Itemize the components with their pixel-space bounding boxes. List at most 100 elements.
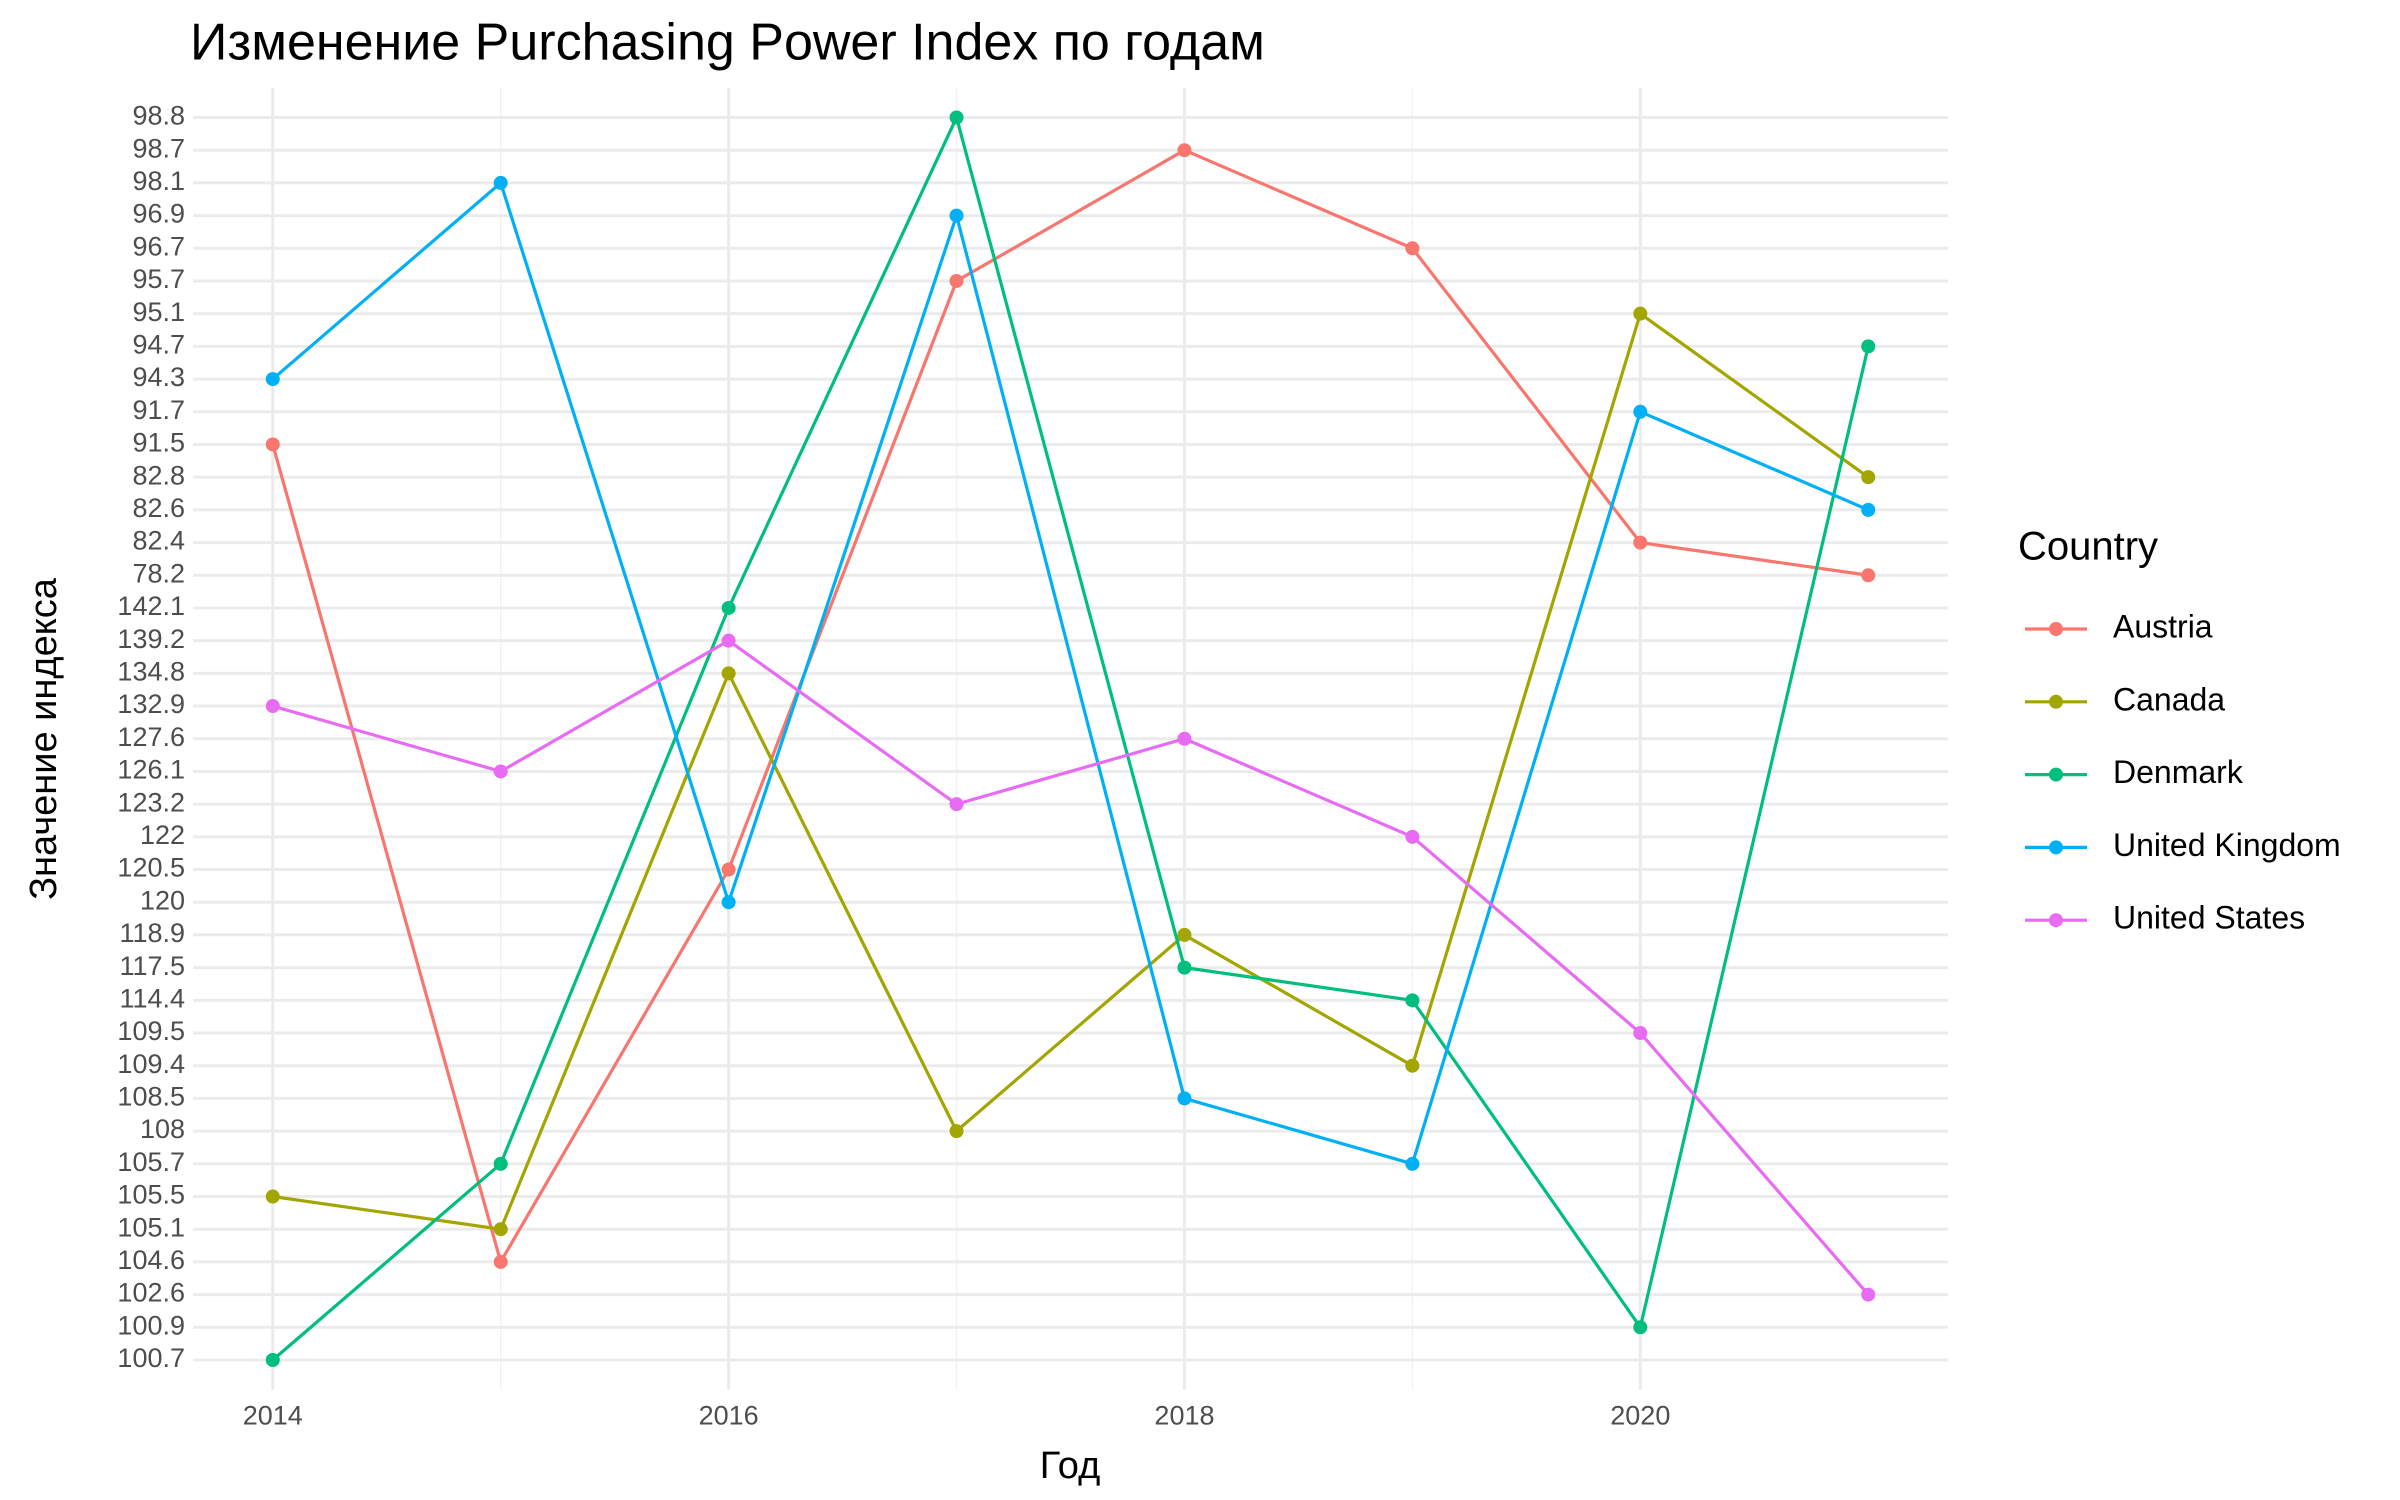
data-point xyxy=(1405,829,1420,844)
y-tick-label: 82.4 xyxy=(132,526,185,556)
x-axis-title: Год xyxy=(1040,1445,1101,1487)
y-tick-label: 100.7 xyxy=(117,1343,185,1373)
data-point xyxy=(265,372,280,387)
y-tick-label: 95.7 xyxy=(132,264,185,294)
data-point xyxy=(1177,960,1192,975)
data-point xyxy=(493,764,508,779)
y-tick-label: 91.7 xyxy=(132,395,185,425)
series-line xyxy=(271,148,1869,1266)
y-tick-label: 127.6 xyxy=(117,722,185,752)
legend-point xyxy=(2049,767,2063,782)
series-line xyxy=(271,112,1870,1362)
data-point xyxy=(1861,470,1876,485)
y-tick-label: 102.6 xyxy=(117,1278,185,1308)
legend-point xyxy=(2049,840,2063,855)
y-tick-label: 96.9 xyxy=(132,199,185,229)
data-point xyxy=(265,1353,280,1367)
series-line xyxy=(272,311,1870,1231)
legend-point xyxy=(2049,913,2063,928)
data-point xyxy=(1633,535,1648,550)
y-tick-label: 109.5 xyxy=(117,1016,185,1046)
legend-title: Country xyxy=(2018,525,2158,569)
legend-point xyxy=(2049,622,2063,636)
data-point xyxy=(1405,241,1420,256)
y-tick-label: 105.7 xyxy=(117,1147,185,1177)
data-point xyxy=(949,273,964,288)
data-point xyxy=(1177,143,1192,158)
y-tick-label: 118.9 xyxy=(119,918,185,948)
data-point xyxy=(1861,1287,1876,1302)
data-point xyxy=(721,600,736,615)
data-point xyxy=(949,110,964,125)
data-point xyxy=(949,208,964,223)
data-point xyxy=(1405,1156,1420,1171)
data-point xyxy=(721,895,736,910)
legend-label: United Kingdom xyxy=(2113,827,2341,863)
series-line xyxy=(272,638,1870,1296)
y-tick-label: 109.4 xyxy=(117,1049,185,1079)
y-tick-label: 120.5 xyxy=(117,853,185,883)
y-tick-label: 108 xyxy=(140,1114,185,1144)
y-axis-title: Значение индекса xyxy=(23,577,65,900)
legend-point xyxy=(2049,694,2063,709)
data-point xyxy=(1861,339,1876,354)
y-tick-label: 139.2 xyxy=(117,624,185,654)
data-point xyxy=(1861,568,1876,583)
data-point xyxy=(265,437,280,452)
y-tick-label: 104.6 xyxy=(117,1245,185,1275)
y-tick-label: 100.9 xyxy=(117,1310,185,1340)
y-tick-label: 122 xyxy=(140,820,185,850)
y-tick-label: 98.7 xyxy=(132,133,185,163)
y-tick-label: 98.8 xyxy=(132,101,185,131)
y-tick-label: 132.9 xyxy=(117,689,185,719)
data-point xyxy=(1177,731,1192,746)
data-point xyxy=(1633,306,1648,321)
data-point xyxy=(949,797,964,812)
data-point xyxy=(1177,927,1192,942)
y-tick-label: 94.7 xyxy=(132,330,185,360)
y-tick-label: 82.6 xyxy=(132,493,185,523)
data-point xyxy=(1405,993,1420,1008)
legend-label: Canada xyxy=(2113,681,2225,717)
data-point xyxy=(493,1222,508,1237)
y-tick-label: 117.5 xyxy=(119,951,185,981)
y-tick-label: 82.8 xyxy=(132,460,185,490)
data-point xyxy=(1861,502,1876,517)
data-point xyxy=(1633,1026,1648,1041)
y-tick-label: 78.2 xyxy=(132,558,185,588)
data-point xyxy=(1633,1320,1648,1335)
legend-label: United States xyxy=(2113,900,2305,936)
series-line xyxy=(271,180,1869,1166)
y-tick-label: 134.8 xyxy=(117,656,185,686)
legend-label: Austria xyxy=(2113,608,2213,644)
x-tick-label: 2020 xyxy=(1610,1401,1670,1431)
y-tick-label: 95.1 xyxy=(132,297,185,327)
data-point xyxy=(721,862,736,877)
legend-label: Denmark xyxy=(2113,754,2244,790)
y-tick-label: 105.5 xyxy=(117,1180,185,1210)
data-point xyxy=(1633,404,1648,419)
y-tick-label: 114.4 xyxy=(119,983,185,1013)
data-point xyxy=(493,1254,508,1269)
data-point xyxy=(493,175,508,190)
x-tick-label: 2018 xyxy=(1154,1401,1214,1431)
chart-title: Изменение Purchasing Power Index по года… xyxy=(190,14,1265,72)
data-point xyxy=(1405,1058,1420,1073)
y-tick-label: 142.1 xyxy=(117,591,185,621)
y-tick-label: 96.7 xyxy=(132,231,185,261)
data-point xyxy=(265,699,280,714)
x-tick-label: 2016 xyxy=(699,1401,759,1431)
data-point xyxy=(949,1124,964,1139)
data-point xyxy=(493,1156,508,1171)
data-point xyxy=(265,1189,280,1204)
y-tick-label: 105.1 xyxy=(117,1212,185,1242)
y-tick-label: 108.5 xyxy=(117,1082,185,1112)
y-tick-label: 126.1 xyxy=(117,755,185,785)
y-tick-label: 91.5 xyxy=(132,428,185,458)
y-tick-label: 94.3 xyxy=(132,362,185,392)
data-point xyxy=(1177,1091,1192,1106)
data-point xyxy=(721,666,736,681)
y-tick-label: 123.2 xyxy=(117,787,185,817)
